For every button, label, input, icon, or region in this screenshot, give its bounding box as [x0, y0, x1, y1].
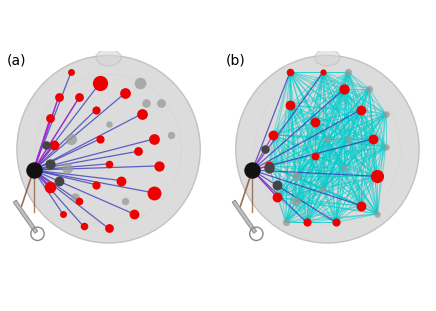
Point: [311, 153, 318, 158]
Ellipse shape: [96, 49, 121, 66]
Point: [249, 168, 256, 173]
Point: [51, 142, 58, 147]
Ellipse shape: [17, 55, 200, 243]
Point: [105, 122, 112, 127]
Ellipse shape: [236, 55, 419, 243]
Point: [47, 161, 54, 166]
Point: [382, 145, 389, 150]
Point: [97, 80, 104, 85]
Point: [382, 111, 389, 116]
Point: [47, 184, 54, 189]
Point: [320, 70, 327, 75]
Point: [155, 164, 162, 169]
Ellipse shape: [36, 74, 181, 224]
Point: [293, 174, 300, 179]
Point: [374, 174, 381, 179]
Point: [345, 70, 352, 75]
Point: [274, 195, 281, 200]
Point: [143, 101, 150, 106]
Point: [324, 136, 331, 141]
Point: [97, 136, 104, 141]
Point: [63, 165, 70, 170]
Point: [274, 182, 281, 187]
Point: [374, 211, 381, 216]
Point: [92, 182, 99, 187]
Point: [341, 165, 347, 170]
Point: [293, 199, 300, 204]
Point: [76, 95, 83, 100]
Point: [303, 220, 310, 225]
Point: [282, 220, 289, 225]
Polygon shape: [14, 200, 37, 233]
Point: [157, 101, 164, 106]
Point: [357, 203, 364, 208]
Point: [68, 70, 75, 75]
Point: [72, 195, 79, 200]
Point: [286, 103, 293, 108]
Point: [370, 136, 377, 141]
Point: [55, 178, 62, 183]
Point: [366, 86, 373, 91]
Point: [167, 132, 174, 137]
Point: [122, 91, 129, 95]
Point: [262, 147, 269, 152]
Point: [286, 70, 293, 75]
Point: [92, 107, 99, 112]
Point: [345, 136, 352, 141]
Point: [47, 115, 54, 120]
Point: [139, 111, 146, 116]
Point: [270, 132, 277, 137]
Point: [341, 86, 347, 91]
Point: [30, 168, 37, 173]
Text: (a): (a): [7, 53, 26, 67]
Point: [151, 136, 158, 141]
Point: [332, 220, 339, 225]
Ellipse shape: [255, 74, 400, 224]
Point: [122, 199, 129, 204]
Point: [130, 211, 137, 216]
Point: [76, 199, 83, 204]
Point: [134, 149, 141, 154]
Point: [266, 164, 272, 169]
Point: [320, 186, 327, 191]
Point: [105, 161, 112, 166]
Point: [68, 136, 75, 141]
Point: [43, 142, 50, 147]
Point: [357, 107, 364, 112]
Point: [118, 178, 125, 183]
Point: [59, 211, 66, 216]
Point: [136, 80, 143, 85]
Point: [105, 226, 112, 231]
Point: [55, 95, 62, 100]
Polygon shape: [232, 200, 256, 233]
Point: [266, 165, 272, 170]
Point: [151, 191, 158, 196]
Point: [80, 224, 87, 229]
Ellipse shape: [315, 49, 340, 66]
Text: (b): (b): [225, 53, 245, 67]
Point: [311, 120, 318, 125]
